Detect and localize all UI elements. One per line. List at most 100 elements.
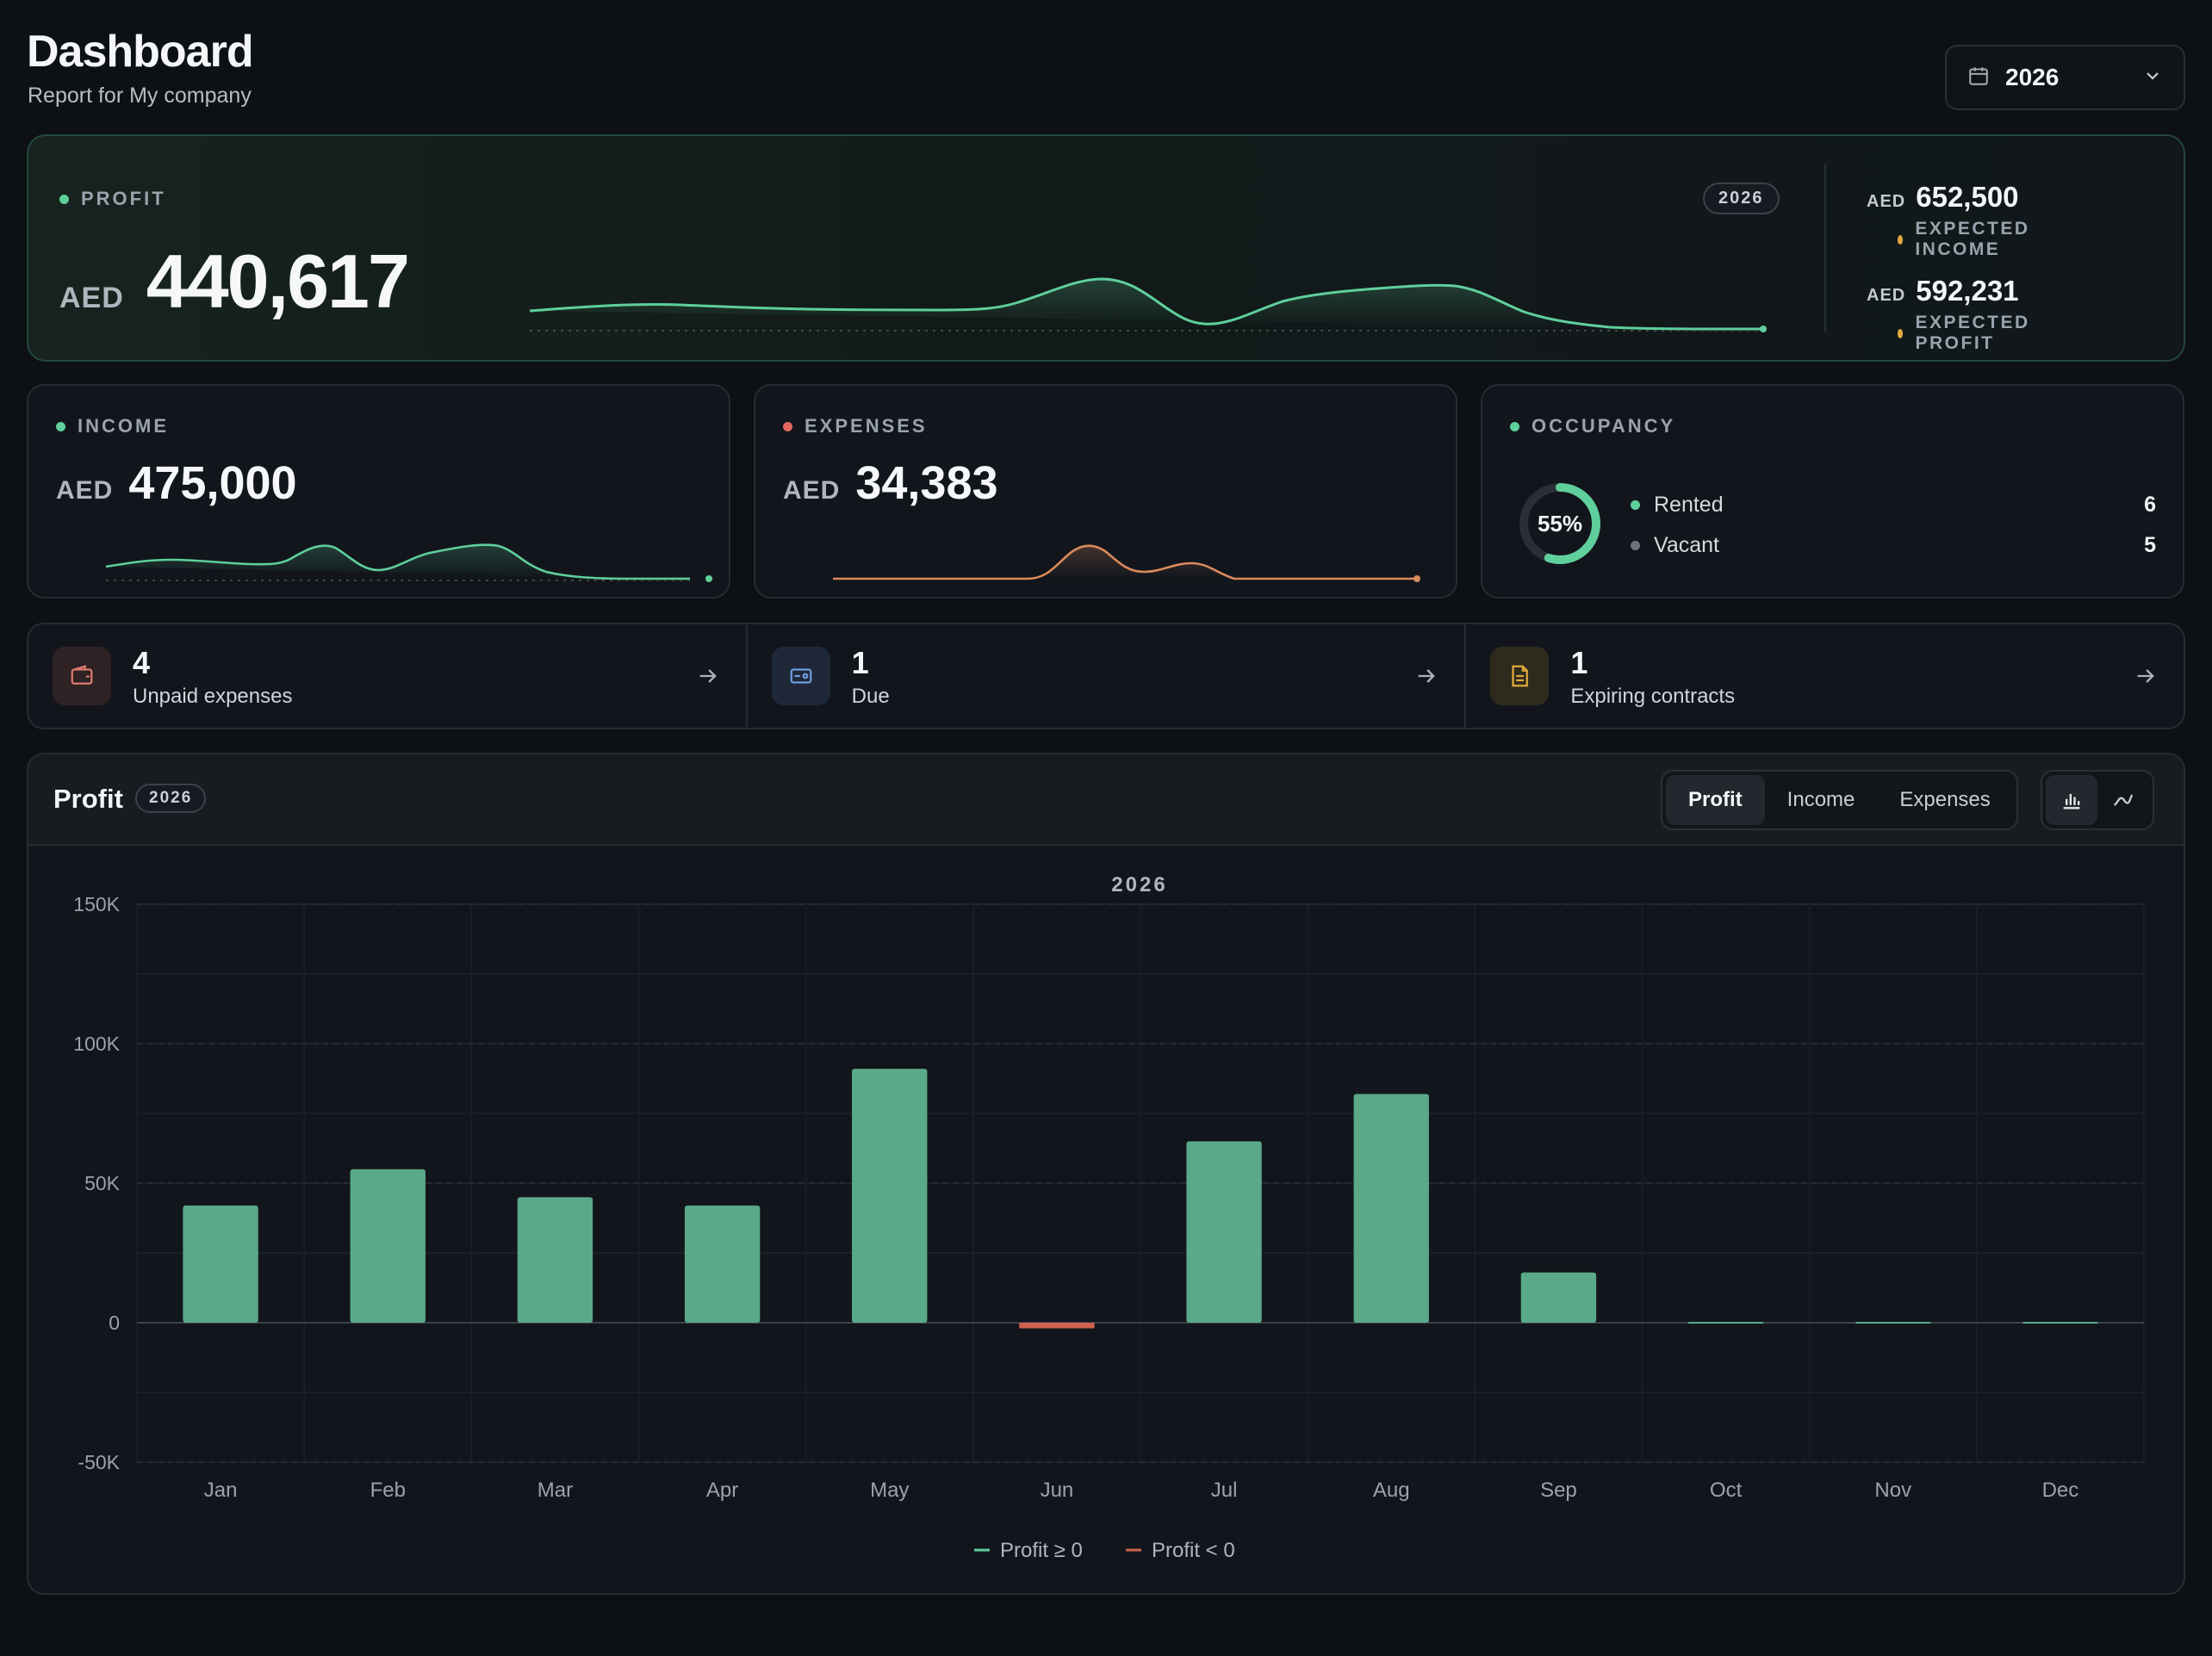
arrow-right-icon bbox=[696, 664, 720, 692]
chart-title: 2026 bbox=[1111, 873, 1167, 896]
status-dot bbox=[1631, 500, 1640, 510]
profit-sparkline bbox=[529, 277, 1767, 332]
income-currency: AED bbox=[56, 476, 114, 505]
occupancy-donut: 55% bbox=[1517, 481, 1603, 567]
unpaid-expenses-link[interactable]: 4 Unpaid expenses bbox=[28, 624, 748, 728]
unpaid-expenses-count: 4 bbox=[133, 645, 151, 680]
y-tick-label: 150K bbox=[73, 893, 120, 915]
income-label-text: INCOME bbox=[78, 415, 169, 437]
expected-profit-label: EXPECTED PROFIT bbox=[1898, 313, 2034, 354]
x-tick-label: Jul bbox=[1211, 1479, 1238, 1502]
chevron-down-icon bbox=[2142, 65, 2163, 90]
year-select-value: 2026 bbox=[2005, 64, 2060, 90]
bar-chart-icon[interactable] bbox=[2046, 775, 2097, 825]
expenses-currency: AED bbox=[783, 476, 841, 505]
profit-amount: AED 440,617 bbox=[59, 238, 410, 326]
x-tick-label: Feb bbox=[370, 1479, 406, 1502]
chart-bars bbox=[183, 1069, 2098, 1329]
expiring-contracts-count: 1 bbox=[1570, 645, 1588, 680]
status-dot bbox=[1898, 328, 1904, 338]
chart-bar[interactable] bbox=[1353, 1094, 1429, 1323]
expected-income-amount: AED 652,500 bbox=[1867, 181, 2019, 214]
occupancy-row-count: 5 bbox=[2144, 533, 2156, 557]
panel-title: Profit bbox=[53, 784, 123, 814]
metric-tabs: Profit Income Expenses bbox=[1661, 770, 2018, 830]
expected-income-label: EXPECTED INCOME bbox=[1898, 219, 2034, 260]
y-tick-label: 100K bbox=[73, 1033, 120, 1055]
expenses-value: 34,383 bbox=[855, 457, 998, 509]
tab-profit[interactable]: Profit bbox=[1666, 775, 1765, 825]
due-label: Due bbox=[851, 685, 890, 708]
expected-profit-amount: AED 592,231 bbox=[1867, 275, 2019, 307]
chart-bar[interactable] bbox=[1019, 1323, 1095, 1329]
chart-labels: 150K 100K 50K 0 -50K Jan Feb Mar Apr May Jun Jul Aug… bbox=[73, 893, 2078, 1502]
occupancy-percent: 55% bbox=[1537, 510, 1583, 536]
chart-bar[interactable] bbox=[1520, 1272, 1597, 1323]
wallet-icon bbox=[53, 647, 111, 705]
y-tick-label: -50K bbox=[78, 1451, 120, 1473]
chart-bar[interactable] bbox=[350, 1169, 426, 1323]
calendar-icon bbox=[1967, 65, 1990, 91]
chart-bar[interactable] bbox=[1687, 1322, 1764, 1324]
line-chart-icon[interactable] bbox=[2097, 775, 2149, 825]
panel-year-badge: 2026 bbox=[135, 784, 207, 813]
profit-chart-panel: Profit 2026 Profit Income Expenses 150K 1… bbox=[27, 753, 2185, 1595]
income-value: 475,000 bbox=[128, 457, 297, 509]
page-title: Dashboard bbox=[27, 27, 254, 77]
chart-bar[interactable] bbox=[517, 1197, 593, 1323]
x-tick-label: Sep bbox=[1540, 1479, 1577, 1502]
due-count: 1 bbox=[851, 645, 869, 680]
expected-income-value: 652,500 bbox=[1916, 181, 2019, 213]
expected-profit-label-text: EXPECTED PROFIT bbox=[1915, 313, 2030, 353]
chart-bar[interactable] bbox=[684, 1205, 761, 1323]
status-dot bbox=[59, 194, 69, 204]
occupancy-label-text: OCCUPANCY bbox=[1532, 415, 1676, 437]
expiring-contracts-link[interactable]: 1 Expiring contracts bbox=[1466, 624, 2184, 728]
tab-income[interactable]: Income bbox=[1786, 788, 1855, 811]
x-tick-label: Mar bbox=[537, 1479, 573, 1502]
year-select[interactable]: 2026 bbox=[1945, 45, 2185, 110]
hero-divider bbox=[1824, 164, 1826, 332]
document-icon bbox=[1490, 647, 1550, 705]
expected-profit-value: 592,231 bbox=[1916, 275, 2019, 307]
profit-label: PROFIT bbox=[59, 188, 166, 210]
y-tick-label: 50K bbox=[84, 1172, 121, 1194]
occupancy-row-count: 6 bbox=[2144, 493, 2156, 517]
expenses-sparkline bbox=[833, 544, 1420, 582]
card-icon bbox=[771, 647, 830, 705]
chart-bar[interactable] bbox=[1855, 1322, 1931, 1324]
chart-bar[interactable] bbox=[852, 1069, 928, 1323]
chart-bar[interactable] bbox=[183, 1205, 258, 1323]
tab-expenses[interactable]: Expenses bbox=[1899, 788, 1991, 811]
expenses-label-text: EXPENSES bbox=[805, 415, 928, 437]
expected-income: EXPECTED INCOME AED 652,500 bbox=[1867, 167, 2028, 259]
unpaid-expenses-label: Unpaid expenses bbox=[133, 685, 293, 708]
income-label: INCOME bbox=[56, 415, 169, 437]
expected-profit: EXPECTED PROFIT AED 592,231 bbox=[1867, 261, 2028, 353]
page-subtitle: Report for My company bbox=[28, 84, 252, 108]
expected-income-label-text: EXPECTED INCOME bbox=[1915, 219, 2030, 259]
profit-label-text: PROFIT bbox=[81, 188, 166, 209]
x-tick-label: Jan bbox=[204, 1479, 238, 1502]
status-dot bbox=[1510, 421, 1519, 431]
x-tick-label: May bbox=[870, 1479, 909, 1502]
expiring-contracts-label: Expiring contracts bbox=[1570, 685, 1736, 708]
expenses-amount: AED 34,383 bbox=[783, 456, 998, 510]
chart-bar[interactable] bbox=[1186, 1141, 1262, 1323]
status-dot bbox=[56, 421, 65, 431]
expenses-label: EXPENSES bbox=[783, 415, 928, 437]
x-tick-label: Nov bbox=[1874, 1479, 1911, 1502]
expected-income-currency: AED bbox=[1867, 192, 1906, 211]
status-dot bbox=[783, 421, 792, 431]
chart-bar[interactable] bbox=[2022, 1322, 2098, 1324]
due-link[interactable]: 1 Due bbox=[748, 624, 1467, 728]
panel-header: Profit 2026 Profit Income Expenses bbox=[28, 754, 2184, 846]
x-tick-label: Jun bbox=[1041, 1479, 1074, 1502]
occupancy-row-label: Rented bbox=[1654, 493, 1724, 517]
occupancy-row-vacant: Vacant 5 bbox=[1631, 533, 2156, 558]
income-sparkline bbox=[105, 543, 712, 582]
profit-year-badge: 2026 bbox=[1703, 183, 1780, 214]
occupancy-label: OCCUPANCY bbox=[1510, 415, 1675, 437]
profit-hero-card: PROFIT AED 440,617 2026 bbox=[27, 134, 2185, 362]
